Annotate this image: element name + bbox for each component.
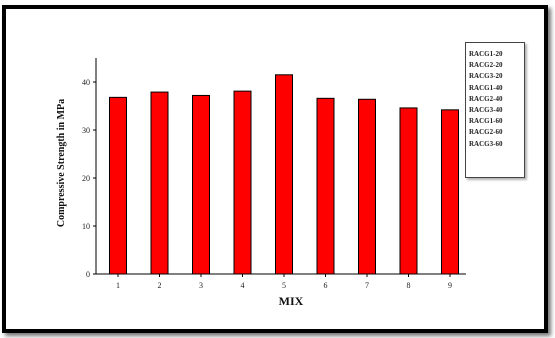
- x-tick-label: 9: [448, 281, 452, 290]
- x-tick-label: 1: [116, 281, 120, 290]
- y-tick-label: 40: [82, 78, 90, 87]
- y-tick-label: 0: [86, 270, 90, 279]
- bar-mix-9: [441, 109, 459, 275]
- bar-mix-4: [233, 90, 252, 275]
- x-axis-label: MIX: [279, 294, 304, 308]
- y-tick-label: 30: [82, 126, 90, 135]
- legend-item: RACG2-40: [469, 94, 503, 103]
- legend-item: RACG1-60: [469, 117, 503, 126]
- y-axis-label: Compressive Strength in MPa: [56, 99, 67, 227]
- bar-mix-8: [399, 107, 418, 275]
- legend-item: RACG3-60: [469, 139, 503, 148]
- bar-mix-6: [316, 97, 335, 275]
- x-tick-label: 7: [365, 281, 369, 290]
- x-tick-label: 5: [282, 281, 286, 290]
- x-tick-label: 4: [241, 281, 245, 290]
- legend-item: RACG3-40: [469, 106, 503, 115]
- bar-mix-2: [150, 91, 169, 275]
- legend-item: RACG1-40: [469, 83, 503, 92]
- y-tick-label: 20: [82, 174, 90, 183]
- bar-mix-3: [192, 94, 210, 275]
- bar-mix-7: [358, 98, 376, 275]
- legend-item: RACG2-20: [469, 61, 503, 70]
- legend-item: RACG1-20: [469, 50, 503, 58]
- x-tick-label: 6: [324, 281, 328, 290]
- y-ticks: 0 10 20 30 40: [82, 78, 96, 279]
- legend-item: RACG3-20: [469, 72, 503, 81]
- x-tick-label: 2: [158, 281, 162, 290]
- legend-item: RACG2-60: [469, 128, 503, 137]
- bars: [109, 74, 459, 275]
- x-ticks: 1 2 3 4 5 6 7 8 9: [116, 274, 452, 290]
- x-tick-label: 8: [407, 281, 411, 290]
- bar-mix-5: [275, 74, 293, 275]
- y-tick-label: 10: [82, 222, 90, 231]
- x-tick-label: 3: [199, 281, 203, 290]
- bar-mix-1: [109, 96, 127, 275]
- legend: RACG1-20 RACG2-20 RACG3-20 RACG1-40 RACG2-40…: [465, 42, 525, 178]
